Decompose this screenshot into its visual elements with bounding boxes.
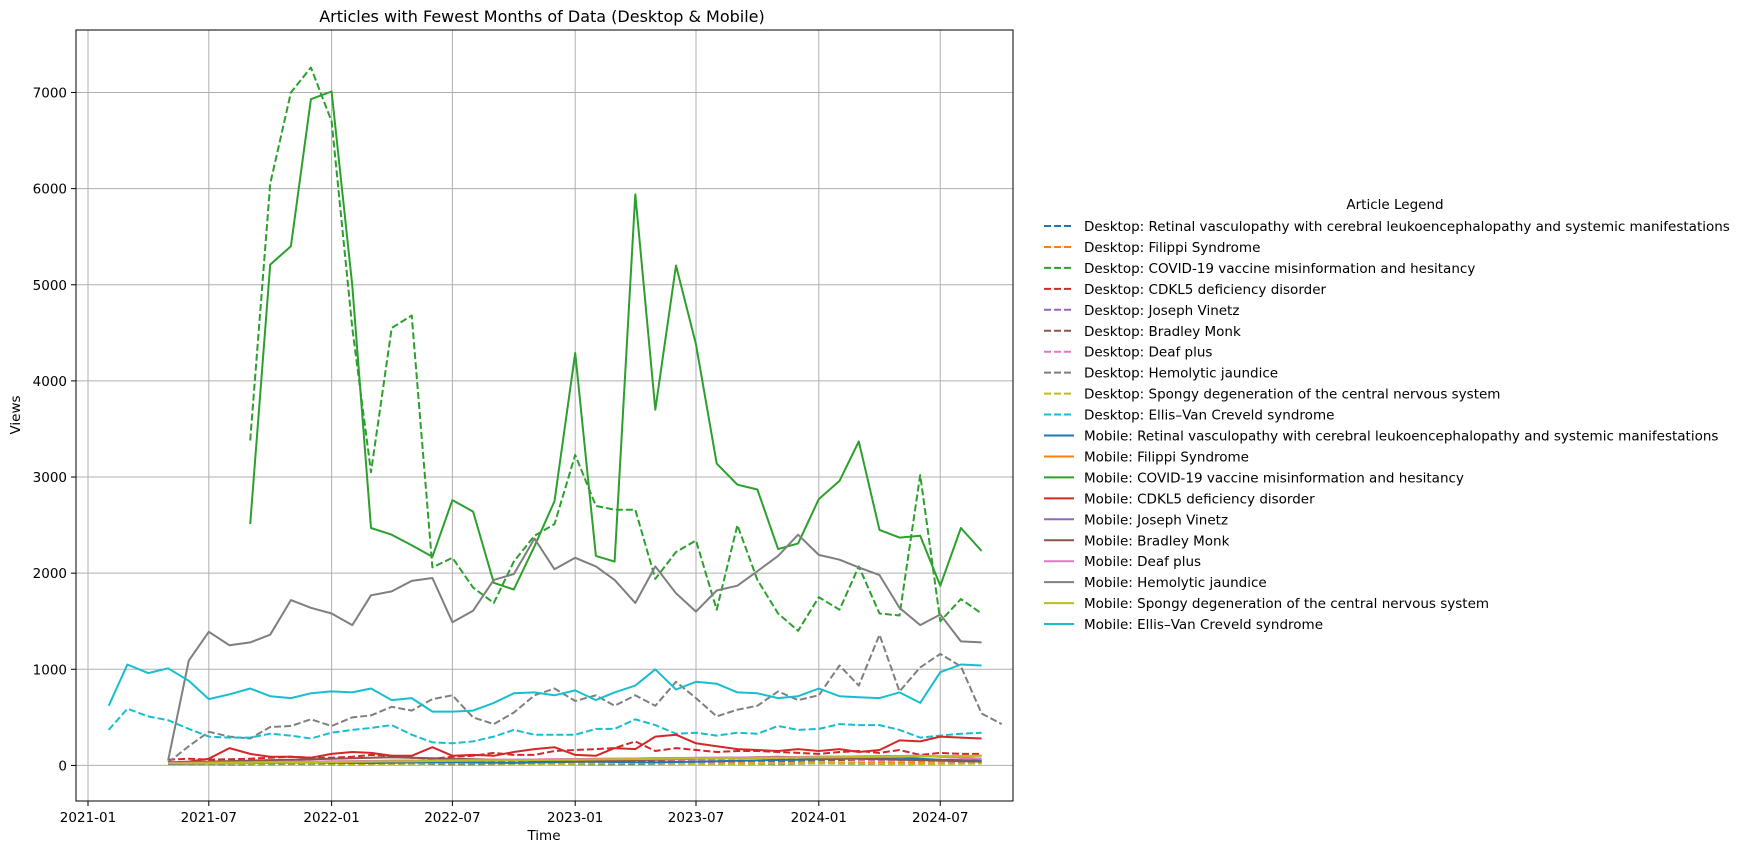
y-tick-label: 1000 bbox=[33, 662, 67, 678]
series-line bbox=[167, 633, 1003, 764]
legend-entry: Mobile: Deaf plus bbox=[1084, 554, 1201, 570]
legend-entry: Desktop: COVID-19 vaccine misinformation… bbox=[1084, 261, 1475, 277]
legend-entry: Mobile: Retinal vasculopathy with cerebr… bbox=[1084, 429, 1718, 445]
x-tick-label: 2022-07 bbox=[424, 810, 480, 826]
legend-entry: Desktop: Spongy degeneration of the cent… bbox=[1084, 387, 1500, 403]
y-axis: 0 1000 2000 3000 4000 5000 6000 7000 bbox=[33, 85, 76, 774]
grid bbox=[76, 30, 1013, 801]
series-line bbox=[167, 533, 982, 761]
x-tick-label: 2021-01 bbox=[60, 810, 116, 826]
x-tick-label: 2024-01 bbox=[791, 810, 847, 826]
y-tick-label: 2000 bbox=[33, 566, 67, 582]
x-axis-label: Time bbox=[526, 828, 560, 844]
y-tick-label: 6000 bbox=[33, 182, 67, 198]
x-tick-label: 2021-07 bbox=[181, 810, 237, 826]
legend-entry: Mobile: Hemolytic jaundice bbox=[1084, 575, 1267, 591]
legend-entry: Mobile: Filippi Syndrome bbox=[1084, 449, 1249, 465]
x-axis: 2021-01 2021-07 2022-01 2022-07 2023-01 2023-… bbox=[60, 801, 968, 826]
y-tick-label: 4000 bbox=[33, 374, 67, 390]
series-layer bbox=[107, 66, 1003, 766]
series-line bbox=[107, 707, 982, 745]
legend-entry: Desktop: Ellis–Van Creveld syndrome bbox=[1084, 408, 1334, 424]
series-line bbox=[168, 755, 982, 764]
y-tick-label: 3000 bbox=[33, 470, 67, 486]
plot-frame bbox=[75, 29, 1014, 802]
legend-entry: Desktop: CDKL5 deficiency disorder bbox=[1084, 282, 1327, 298]
legend-entry: Desktop: Joseph Vinetz bbox=[1084, 303, 1239, 319]
x-tick-label: 2023-07 bbox=[668, 810, 724, 826]
legend-entry: Mobile: Joseph Vinetz bbox=[1084, 512, 1228, 528]
x-tick-label: 2023-01 bbox=[547, 810, 603, 826]
legend: Article Legend Desktop: Retinal vasculop… bbox=[1044, 197, 1730, 633]
legend-entry: Mobile: COVID-19 vaccine misinformation … bbox=[1084, 470, 1464, 486]
x-tick-label: 2022-01 bbox=[303, 810, 359, 826]
legend-entry: Mobile: Spongy degeneration of the centr… bbox=[1084, 596, 1489, 612]
legend-entry: Mobile: Ellis–Van Creveld syndrome bbox=[1084, 617, 1323, 633]
legend-entry: Desktop: Bradley Monk bbox=[1084, 324, 1241, 340]
y-tick-label: 0 bbox=[58, 758, 67, 774]
y-tick-label: 5000 bbox=[33, 278, 67, 294]
legend-entry: Desktop: Filippi Syndrome bbox=[1084, 240, 1260, 256]
series-line bbox=[107, 663, 982, 713]
series-line bbox=[249, 90, 983, 591]
legend-title: Article Legend bbox=[1346, 197, 1443, 213]
y-axis-label: Views bbox=[8, 395, 24, 434]
legend-entry: Desktop: Deaf plus bbox=[1084, 345, 1212, 361]
x-tick-label: 2024-07 bbox=[912, 810, 968, 826]
series-line bbox=[168, 762, 982, 766]
series-line bbox=[168, 754, 982, 765]
series-line bbox=[168, 733, 982, 764]
y-tick-label: 7000 bbox=[33, 85, 67, 101]
legend-entry: Mobile: Bradley Monk bbox=[1084, 533, 1230, 549]
chart-title: Articles with Fewest Months of Data (Des… bbox=[319, 7, 765, 26]
legend-entry: Mobile: CDKL5 deficiency disorder bbox=[1084, 491, 1315, 507]
legend-entry: Desktop: Retinal vasculopathy with cereb… bbox=[1084, 219, 1730, 235]
legend-entry: Desktop: Hemolytic jaundice bbox=[1084, 366, 1278, 382]
